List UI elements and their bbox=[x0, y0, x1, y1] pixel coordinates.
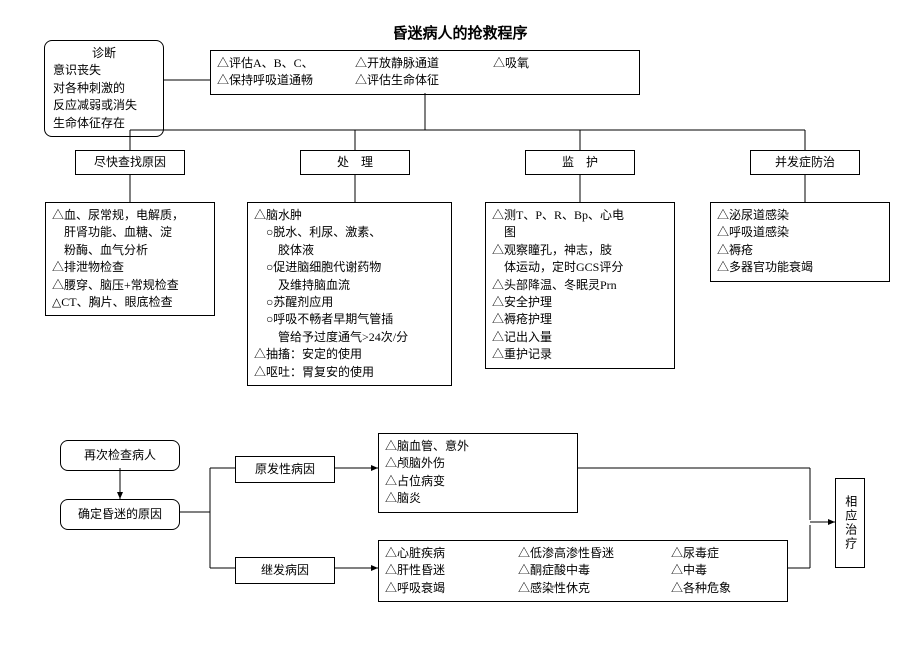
node-determine: 确定昏迷的原因 bbox=[60, 499, 180, 530]
node-secondary: △心脏疾病 △低渗高渗性昏迷 △尿毒症 △肝性昏迷 △酮症酸中毒 △中毒 △呼吸… bbox=[378, 540, 788, 602]
treatment-text: 相应治疗 bbox=[841, 495, 858, 551]
branch-find-cause: 尽快查找原因 bbox=[75, 150, 185, 175]
secondary-c8: △感染性休克 bbox=[518, 580, 668, 597]
node-recheck: 再次检查病人 bbox=[60, 440, 180, 471]
col2-l8: 管给予过度通气>24次/分 bbox=[254, 329, 445, 346]
col1-l5: △腰穿、脑压+常规检查 bbox=[52, 277, 208, 294]
assess-c5: △评估生命体征 bbox=[355, 72, 439, 89]
diagnosis-l2: 对各种刺激的 bbox=[53, 80, 155, 97]
diagnosis-l1: 意识丧失 bbox=[53, 62, 155, 79]
node-diagnosis: 诊断 意识丧失 对各种刺激的 反应减弱或消失 生命体征存在 bbox=[44, 40, 164, 137]
assess-c2: △开放静脉通道 bbox=[355, 55, 490, 72]
col3-l6: △安全护理 bbox=[492, 294, 668, 311]
col1-l3: 粉酶、血气分析 bbox=[52, 242, 208, 259]
primary-l1: △脑血管、意外 bbox=[385, 438, 571, 455]
col1-l1: △血、尿常规，电解质， bbox=[52, 207, 208, 224]
col3-l5: △头部降温、冬眠灵Prn bbox=[492, 277, 668, 294]
col3-l3: △观察瞳孔，神志，肢 bbox=[492, 242, 668, 259]
branch-treatment: 处 理 bbox=[300, 150, 410, 175]
col3-l1: △测T、P、R、Bp、心电 bbox=[492, 207, 668, 224]
assess-c1: △评估A、B、C、 bbox=[217, 55, 352, 72]
node-treatment: 相应治疗 bbox=[835, 478, 865, 568]
node-primary: △脑血管、意外 △颅脑外伤 △占位病变 △脑炎 bbox=[378, 433, 578, 513]
node-col1: △血、尿常规，电解质， 肝肾功能、血糖、淀 粉酶、血气分析 △排泄物检查 △腰穿… bbox=[45, 202, 215, 316]
col2-l9: △抽搐：安定的使用 bbox=[254, 346, 445, 363]
secondary-c6: △中毒 bbox=[671, 562, 707, 579]
col3-l4: 体运动，定时GCS评分 bbox=[492, 259, 668, 276]
diagnosis-l4: 生命体征存在 bbox=[53, 115, 155, 132]
col1-l2: 肝肾功能、血糖、淀 bbox=[52, 224, 208, 241]
node-secondary-label: 继发病因 bbox=[235, 557, 335, 584]
secondary-c7: △呼吸衰竭 bbox=[385, 580, 515, 597]
col2-l7: ○呼吸不畅者早期气管插 bbox=[254, 311, 445, 328]
col2-l2: ○脱水、利尿、激素、 bbox=[254, 224, 445, 241]
node-primary-label: 原发性病因 bbox=[235, 456, 335, 483]
assess-c4: △保持呼吸道通畅 bbox=[217, 72, 352, 89]
secondary-c1: △心脏疾病 bbox=[385, 545, 515, 562]
col3-l2: 图 bbox=[492, 224, 668, 241]
branch-complication: 并发症防治 bbox=[750, 150, 860, 175]
col2-l1: △脑水肿 bbox=[254, 207, 445, 224]
col2-l10: △呕吐：胃复安的使用 bbox=[254, 364, 445, 381]
col4-l3: △褥疮 bbox=[717, 242, 883, 259]
node-col3: △测T、P、R、Bp、心电 图 △观察瞳孔，神志，肢 体运动，定时GCS评分 △… bbox=[485, 202, 675, 369]
col1-l6: △CT、胸片、眼底检查 bbox=[52, 294, 208, 311]
col2-l6: ○苏醒剂应用 bbox=[254, 294, 445, 311]
diagnosis-heading: 诊断 bbox=[53, 45, 155, 62]
col1-l4: △排泄物检查 bbox=[52, 259, 208, 276]
branch-monitor: 监 护 bbox=[525, 150, 635, 175]
primary-l2: △颅脑外伤 bbox=[385, 455, 571, 472]
node-col4: △泌尿道感染 △呼吸道感染 △褥疮 △多器官功能衰竭 bbox=[710, 202, 890, 282]
primary-l4: △脑炎 bbox=[385, 490, 571, 507]
node-col2: △脑水肿 ○脱水、利尿、激素、 胶体液 ○促进脑细胞代谢药物 及维持脑血流 ○苏… bbox=[247, 202, 452, 386]
col2-l5: 及维持脑血流 bbox=[254, 277, 445, 294]
assess-c3: △吸氧 bbox=[493, 55, 529, 72]
secondary-c3: △尿毒症 bbox=[671, 545, 719, 562]
col4-l4: △多器官功能衰竭 bbox=[717, 259, 883, 276]
secondary-c2: △低渗高渗性昏迷 bbox=[518, 545, 668, 562]
col4-l2: △呼吸道感染 bbox=[717, 224, 883, 241]
primary-l3: △占位病变 bbox=[385, 473, 571, 490]
col2-l3: 胶体液 bbox=[254, 242, 445, 259]
col2-l4: ○促进脑细胞代谢药物 bbox=[254, 259, 445, 276]
secondary-c5: △酮症酸中毒 bbox=[518, 562, 668, 579]
secondary-c4: △肝性昏迷 bbox=[385, 562, 515, 579]
diagnosis-l3: 反应减弱或消失 bbox=[53, 97, 155, 114]
col3-l7: △褥疮护理 bbox=[492, 311, 668, 328]
node-assess: △评估A、B、C、 △开放静脉通道 △吸氧 △保持呼吸道通畅 △评估生命体征 bbox=[210, 50, 640, 95]
col3-l8: △记出入量 bbox=[492, 329, 668, 346]
col4-l1: △泌尿道感染 bbox=[717, 207, 883, 224]
secondary-c9: △各种危象 bbox=[671, 580, 731, 597]
col3-l9: △重护记录 bbox=[492, 346, 668, 363]
